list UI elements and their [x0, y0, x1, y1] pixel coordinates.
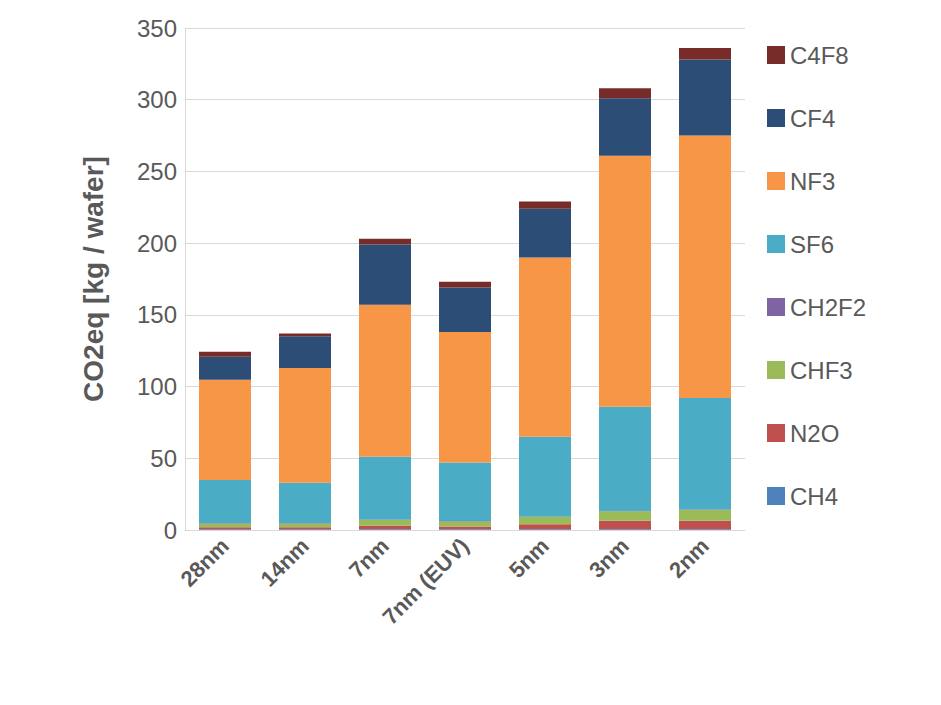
- svg-text:150: 150: [137, 301, 177, 328]
- svg-text:CF4: CF4: [790, 105, 835, 132]
- svg-text:CHF3: CHF3: [790, 357, 853, 384]
- svg-text:14nm: 14nm: [256, 533, 314, 591]
- svg-text:7nm: 7nm: [344, 533, 394, 583]
- svg-text:250: 250: [137, 158, 177, 185]
- svg-text:CH4: CH4: [790, 483, 838, 510]
- svg-text:350: 350: [137, 15, 177, 42]
- svg-text:CO2eq [kg / wafer]: CO2eq [kg / wafer]: [78, 156, 109, 402]
- svg-text:2nm: 2nm: [664, 533, 714, 583]
- svg-text:0: 0: [164, 517, 177, 544]
- svg-text:28nm: 28nm: [176, 533, 234, 591]
- svg-text:50: 50: [150, 445, 177, 472]
- svg-text:SF6: SF6: [790, 231, 834, 258]
- svg-text:CH2F2: CH2F2: [790, 294, 866, 321]
- svg-text:5nm: 5nm: [504, 533, 554, 583]
- svg-text:3nm: 3nm: [584, 533, 634, 583]
- svg-text:100: 100: [137, 373, 177, 400]
- svg-text:N2O: N2O: [790, 420, 839, 447]
- svg-text:7nm (EUV): 7nm (EUV): [378, 533, 474, 629]
- svg-text:200: 200: [137, 230, 177, 257]
- svg-text:C4F8: C4F8: [790, 42, 849, 69]
- svg-text:NF3: NF3: [790, 168, 835, 195]
- svg-text:300: 300: [137, 86, 177, 113]
